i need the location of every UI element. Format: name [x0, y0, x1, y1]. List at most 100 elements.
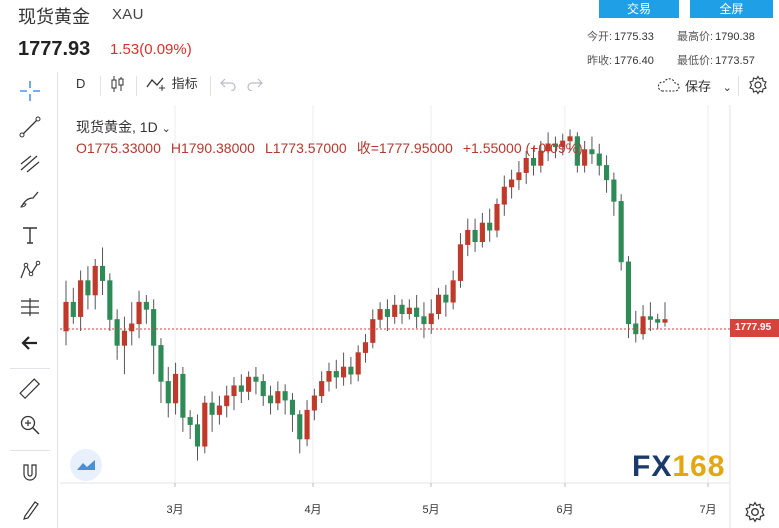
save-label: 保存	[685, 79, 712, 94]
save-button[interactable]: 保存 ⌄	[685, 76, 732, 95]
page-title: 现货黄金	[18, 7, 90, 27]
interval-selector[interactable]: D	[76, 76, 86, 91]
toolbar-divider	[738, 76, 739, 96]
candle-body	[297, 414, 303, 440]
stat-label: 最低价:	[677, 55, 714, 67]
watermark-num: 168	[672, 450, 726, 483]
stat-label: 今开:	[587, 31, 613, 43]
candle-body	[355, 352, 361, 375]
redo-icon[interactable]	[247, 77, 263, 94]
drawing-toolbar	[0, 72, 58, 528]
sidebar-divider	[10, 368, 50, 369]
toolbar-divider	[100, 76, 101, 96]
x-tick-label: 6月	[556, 504, 573, 516]
trendline-icon[interactable]	[17, 114, 43, 140]
candles-icon[interactable]	[110, 75, 126, 96]
candle-body	[326, 371, 332, 382]
gear-icon[interactable]	[748, 75, 768, 98]
chart-settings-icon[interactable]	[744, 501, 766, 523]
candle-body	[187, 417, 193, 425]
cloud-icon[interactable]	[656, 77, 680, 96]
candle-body	[640, 316, 646, 335]
pattern-icon[interactable]	[17, 258, 43, 284]
candle-body	[384, 309, 390, 317]
tradingview-logo-icon[interactable]	[70, 449, 102, 481]
candle-body	[501, 186, 507, 205]
back-arrow-icon[interactable]	[17, 330, 43, 356]
stat-low: 最低价: 1773.57	[677, 52, 755, 68]
candle-body	[99, 265, 106, 281]
current-price: 1777.93	[18, 38, 91, 60]
crosshair-icon[interactable]	[17, 78, 43, 104]
magnet-icon[interactable]	[17, 460, 43, 486]
measure-icon[interactable]	[17, 294, 43, 320]
candle-body	[260, 381, 266, 397]
candle-body	[465, 229, 471, 245]
candle-body	[487, 222, 493, 231]
brush-icon[interactable]	[17, 186, 43, 212]
trade-button[interactable]: 交易	[599, 0, 679, 18]
candle-body	[611, 179, 617, 202]
legend-close: 收=1777.95000	[356, 140, 453, 156]
candle-body	[151, 309, 157, 346]
candle-body	[406, 307, 412, 315]
ruler-icon[interactable]	[17, 376, 43, 402]
candle-body	[370, 319, 376, 343]
candle-body	[472, 229, 478, 243]
indicator-icon	[146, 77, 165, 91]
text-icon[interactable]	[17, 222, 43, 248]
candle-body	[78, 280, 84, 317]
legend-open: O1775.33000	[76, 140, 161, 156]
candle-body	[443, 294, 449, 303]
series-title[interactable]: 现货黄金, 1D ⌄	[76, 117, 171, 137]
zoom-in-icon[interactable]	[17, 412, 43, 438]
candle-body	[231, 385, 237, 397]
candle-body	[114, 319, 120, 346]
ohlc-legend: O1775.33000 H1790.38000 L1773.57000 收=1777.…	[76, 138, 593, 158]
candle-body	[238, 385, 244, 392]
candle-body	[348, 366, 354, 375]
legend-high: H1790.38000	[170, 140, 255, 156]
candle-body	[173, 373, 179, 404]
candle-body	[282, 391, 288, 401]
candle-body	[275, 391, 281, 404]
candle-body	[289, 399, 296, 415]
candle-body	[662, 319, 668, 323]
series-name: 现货黄金, 1D	[76, 119, 158, 135]
chart-area[interactable]: 3月 4月 5月 6月 7月 现货黄金, 1D ⌄ O1775.33000 H1790.3…	[60, 105, 779, 528]
candle-body	[421, 316, 427, 325]
candle-body	[319, 381, 325, 397]
toolbar-divider	[210, 76, 211, 96]
watermark-fx: FX	[632, 450, 673, 483]
candle-body	[530, 157, 537, 166]
candle-body	[567, 136, 573, 142]
legend-change: +1.55000 (+0.09%)	[462, 140, 583, 156]
candle-body	[545, 143, 551, 152]
fib-icon[interactable]	[17, 150, 43, 176]
stat-prev-close: 昨收: 1776.40	[587, 52, 654, 68]
candlestick-chart[interactable]: 3月 4月 5月 6月 7月	[60, 105, 779, 528]
candle-body	[399, 304, 405, 315]
watermark-logo: FX168	[632, 450, 725, 484]
candle-body	[603, 165, 610, 181]
candle-body	[596, 153, 602, 166]
candle-body	[589, 149, 595, 155]
fullscreen-button[interactable]: 全屏	[690, 0, 773, 18]
candle-body	[107, 280, 113, 320]
candle-body	[457, 244, 464, 281]
candle-body	[92, 265, 98, 296]
candle-body	[509, 179, 515, 188]
stat-value: 1776.40	[614, 55, 654, 67]
candle-body	[267, 395, 274, 404]
stat-value: 1775.33	[614, 31, 654, 43]
candle-body	[494, 203, 500, 231]
lock-pencil-icon[interactable]	[17, 496, 43, 522]
price-change: 1.53(0.09%)	[110, 41, 192, 58]
stat-value: 1790.38	[715, 31, 755, 43]
candle-body	[165, 381, 171, 404]
undo-icon[interactable]	[220, 77, 236, 94]
indicators-button[interactable]: 指标	[146, 75, 198, 95]
chevron-down-icon: ⌄	[161, 123, 171, 135]
candle-body	[538, 150, 544, 166]
